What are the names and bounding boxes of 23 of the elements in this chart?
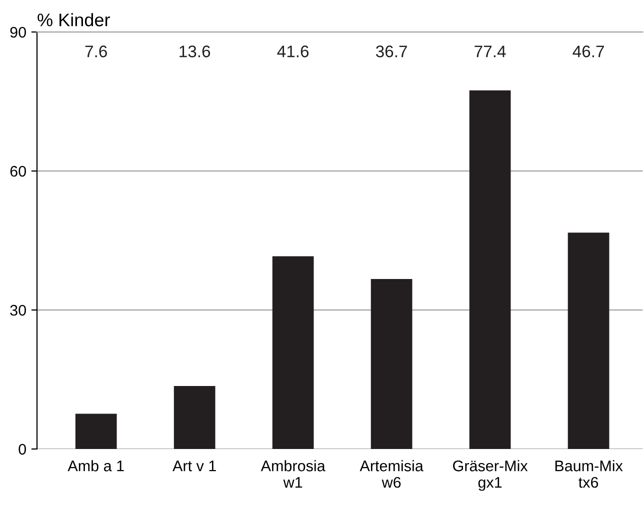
x-tick-label: Baum-Mix tx6 <box>555 460 623 488</box>
y-axis-title: % Kinder <box>38 13 110 26</box>
bar <box>75 414 117 449</box>
bar <box>568 232 610 449</box>
x-tick-label: Ambrosia w1 <box>260 460 326 488</box>
annotation: 7.6 <box>85 46 107 58</box>
y-tick-label: 30 <box>10 304 26 316</box>
bar <box>272 256 314 449</box>
annotation: 46.7 <box>572 46 604 58</box>
bar <box>469 90 511 449</box>
annotation: 77.4 <box>474 46 506 58</box>
annotation: 13.6 <box>180 46 210 58</box>
annotation: 41.6 <box>277 46 309 58</box>
x-tick-label: Gräser-Mix gx1 <box>453 460 528 491</box>
y-tick-label: 90 <box>10 26 26 38</box>
x-tick-label: Artemisia w6 <box>360 460 424 488</box>
bar <box>174 386 216 449</box>
annotation: 36.7 <box>376 46 407 58</box>
y-tick-label: 60 <box>10 166 26 177</box>
bar <box>370 278 412 449</box>
y-tick-label: 0 <box>18 444 26 455</box>
x-tick-label: Amb a 1 <box>68 460 124 472</box>
x-tick-label: Art v 1 <box>172 460 216 472</box>
